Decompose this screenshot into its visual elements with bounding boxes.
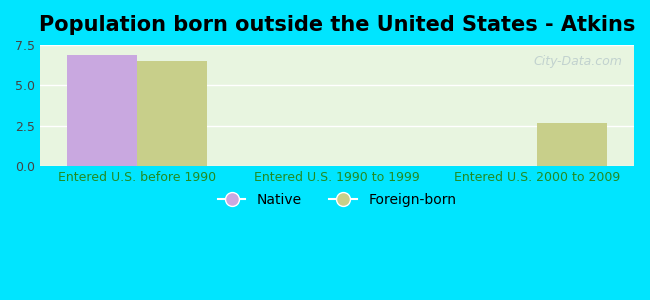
Bar <box>137 61 207 166</box>
Title: Population born outside the United States - Atkins: Population born outside the United State… <box>39 15 635 35</box>
Bar <box>537 123 607 166</box>
Bar <box>67 55 137 166</box>
Text: City-Data.com: City-Data.com <box>534 55 622 68</box>
Legend: Native, Foreign-born: Native, Foreign-born <box>212 188 462 213</box>
